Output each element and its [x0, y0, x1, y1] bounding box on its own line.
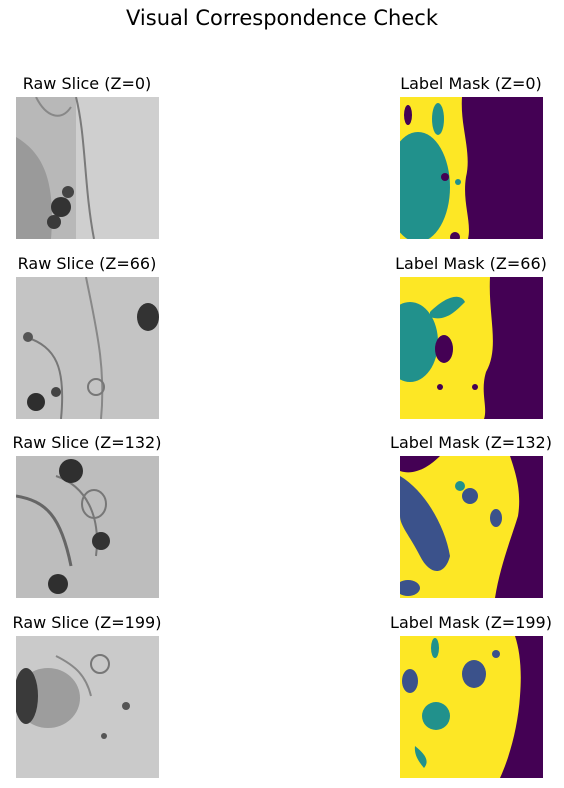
label-mask-image: [400, 636, 543, 778]
raw-slice-image: [16, 97, 159, 239]
raw-slice-image: [16, 636, 159, 778]
raw-slice-title: Raw Slice (Z=66): [17, 254, 157, 273]
label-mask-image: [400, 277, 543, 419]
label-mask-title: Label Mask (Z=0): [400, 74, 542, 93]
raw-slice-image: [16, 456, 159, 598]
label-mask-title: Label Mask (Z=132): [390, 433, 552, 452]
raw-slice-image: [16, 277, 159, 419]
figure-title: Visual Correspondence Check: [126, 6, 438, 30]
label-mask-image: [400, 97, 543, 239]
raw-slice-title: Raw Slice (Z=199): [12, 613, 162, 632]
raw-slice-title: Raw Slice (Z=0): [22, 74, 152, 93]
label-mask-title: Label Mask (Z=66): [395, 254, 547, 273]
label-mask-title: Label Mask (Z=199): [390, 613, 552, 632]
label-mask-image: [400, 456, 543, 598]
raw-slice-title: Raw Slice (Z=132): [12, 433, 162, 452]
